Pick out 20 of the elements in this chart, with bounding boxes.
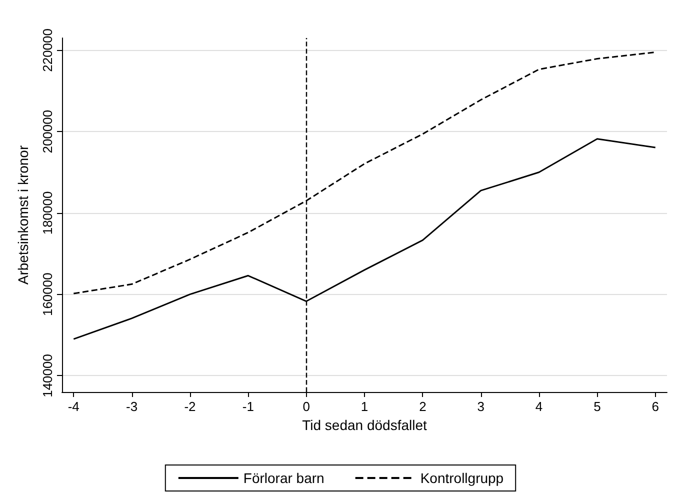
x-tick-label: -2 <box>184 399 196 414</box>
x-tick-label: 3 <box>477 399 484 414</box>
x-tick-label: -3 <box>126 399 138 414</box>
x-axis-title: Tid sedan dödsfallet <box>302 416 427 433</box>
x-tick-label: 0 <box>302 399 310 414</box>
x-tick-label: -1 <box>242 399 254 414</box>
legend-label: Förlorar barn <box>243 470 324 486</box>
x-tick-label: 5 <box>594 399 601 414</box>
y-axis-title: Arbetsinkomst i kronor <box>15 145 31 285</box>
x-tick-label: -4 <box>68 399 80 414</box>
x-tick-label: 2 <box>419 399 426 414</box>
y-tick-label: 180000 <box>40 191 55 235</box>
x-tick-label: 6 <box>652 399 659 414</box>
legend-label: Kontrollgrupp <box>420 470 504 486</box>
y-tick-label: 220000 <box>40 28 55 72</box>
x-tick-label: 1 <box>360 399 368 414</box>
y-tick-label: 160000 <box>40 272 55 316</box>
y-tick-label: 140000 <box>40 354 55 398</box>
y-tick-label: 200000 <box>40 110 55 154</box>
x-tick-label: 4 <box>535 399 543 414</box>
